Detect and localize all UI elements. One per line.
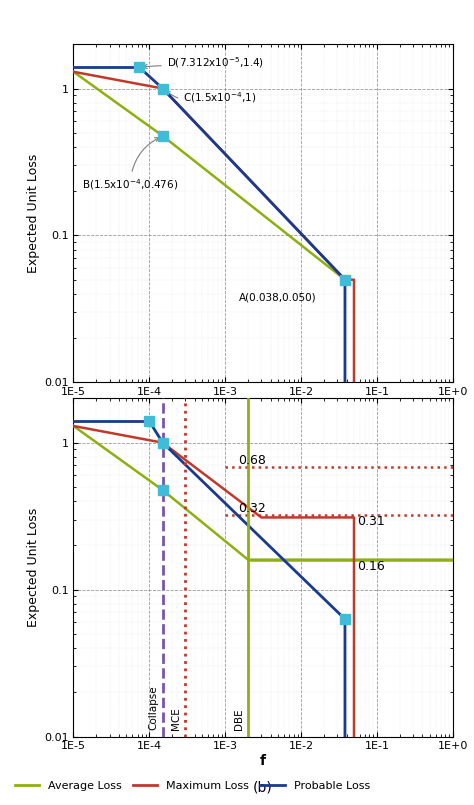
- Text: Collapse: Collapse: [148, 686, 158, 730]
- Text: MCE: MCE: [171, 708, 181, 730]
- Text: B(1.5x10$^{-4}$,0.476): B(1.5x10$^{-4}$,0.476): [82, 138, 178, 192]
- Text: 0.16: 0.16: [357, 560, 385, 573]
- Text: (a): (a): [253, 427, 273, 440]
- Text: DBE: DBE: [234, 709, 244, 730]
- X-axis label: f: f: [260, 400, 266, 414]
- Text: 0.68: 0.68: [238, 454, 266, 467]
- Text: (b): (b): [253, 781, 273, 795]
- Text: A(0.038,0.050): A(0.038,0.050): [238, 293, 316, 303]
- Legend: Average Loss, Maximum Loss, Probable Loss: Average Loss, Maximum Loss, Probable Los…: [10, 777, 374, 795]
- Text: D(7.312x10$^{-5}$,1.4): D(7.312x10$^{-5}$,1.4): [143, 55, 264, 69]
- Y-axis label: Expected Unit Loss: Expected Unit Loss: [27, 508, 40, 627]
- X-axis label: f: f: [260, 754, 266, 768]
- Y-axis label: Expected Unit Loss: Expected Unit Loss: [27, 154, 40, 273]
- Text: 0.31: 0.31: [357, 515, 385, 528]
- Text: C(1.5x10$^{-4}$,1): C(1.5x10$^{-4}$,1): [166, 90, 256, 105]
- Text: 0.32: 0.32: [238, 502, 266, 514]
